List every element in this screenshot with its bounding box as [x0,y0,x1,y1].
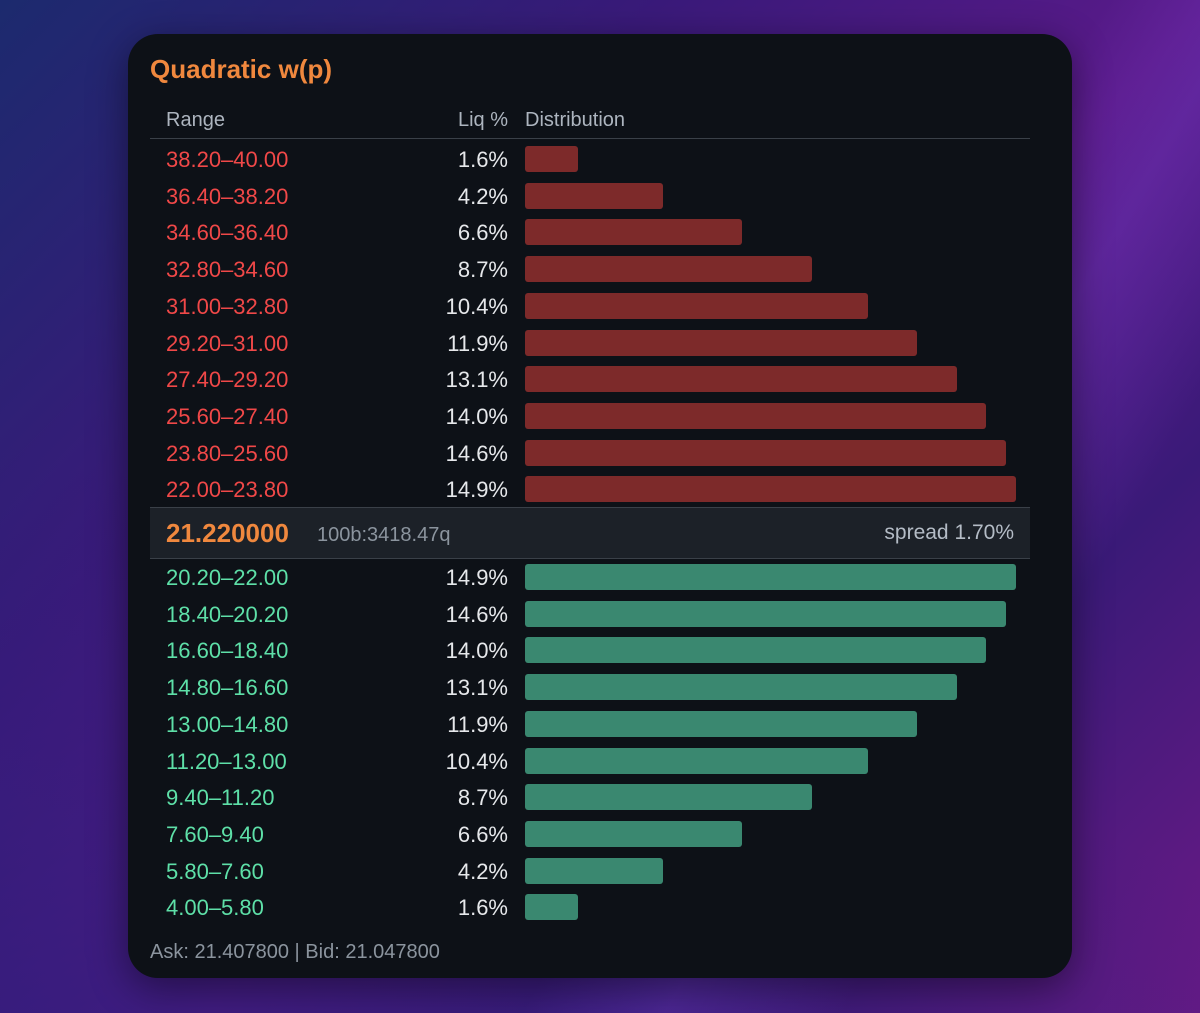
bid-range-label: 7.60–9.40 [166,821,264,847]
ask-row: 22.00–23.80 14.9% [128,472,1072,508]
ask-liq-percent: 11.9% [447,330,508,356]
ask-range-label: 34.60–36.40 [166,220,289,246]
spread-label: spread 1.70% [884,521,1014,544]
ask-distribution-bar [525,366,957,393]
ask-row: 27.40–29.20 13.1% [128,362,1072,398]
bid-range-label: 18.40–20.20 [166,601,289,627]
bid-range-label: 5.80–7.60 [166,858,264,884]
ask-range-label: 31.00–32.80 [166,293,289,319]
mid-price-row: 21.220000 100b:3418.47q spread 1.70% [150,507,1030,559]
ask-bid-footer: Ask: 21.407800 | Bid: 21.047800 [150,941,440,963]
bid-range-label: 11.20–13.00 [166,748,287,774]
header-range: Range [166,109,225,131]
bid-liq-percent: 1.6% [457,895,508,921]
ask-range-label: 22.00–23.80 [166,477,289,503]
ask-range-label: 27.40–29.20 [166,367,289,393]
ask-liq-percent: 8.7% [457,257,508,283]
header-distribution: Distribution [525,109,626,131]
ask-range-label: 29.20–31.00 [166,330,289,356]
bid-distribution-bar [525,637,986,664]
bid-row: 16.60–18.40 14.0% [128,633,1072,669]
bid-range-label: 4.00–5.80 [166,895,264,921]
ask-liq-percent: 14.9% [445,477,508,503]
ask-row: 29.20–31.00 11.9% [128,326,1072,362]
ask-range-label: 38.20–40.00 [166,147,289,172]
ask-distribution-bar [525,146,578,172]
bid-liq-percent: 11.9% [447,711,508,737]
bid-row: 18.40–20.20 14.6% [128,597,1072,633]
bid-distribution-bar [525,857,663,884]
bid-liq-percent: 8.7% [457,785,508,811]
bid-row: 14.80–16.60 13.1% [128,670,1072,706]
ask-distribution-bar [525,182,663,209]
header-liq-percent: Liq % [457,109,508,131]
bid-liq-percent: 13.1% [445,675,508,701]
bid-liq-percent: 10.4% [445,748,508,774]
bid-liq-percent: 14.9% [445,565,508,590]
ask-liq-percent: 14.6% [445,440,508,466]
bid-distribution-bar [525,710,917,737]
bid-row: 9.40–11.20 8.7% [128,780,1072,816]
bid-distribution-bar [525,600,1006,627]
ask-liq-percent: 6.6% [457,220,508,246]
ask-row: 34.60–36.40 6.6% [128,215,1072,251]
ask-liq-percent: 13.1% [445,367,508,393]
bid-distribution-bar [525,564,1016,590]
ask-row: 36.40–38.20 4.2% [128,179,1072,215]
bid-row: 7.60–9.40 6.6% [128,817,1072,853]
ask-distribution-bar [525,476,1016,503]
ask-row: 25.60–27.40 14.0% [128,399,1072,435]
bid-liq-percent: 6.6% [457,821,508,847]
pool-reserves: 100b:3418.47q [317,524,451,546]
ask-distribution-bar [525,329,917,356]
ask-row: 31.00–32.80 10.4% [128,289,1072,325]
bid-range-label: 9.40–11.20 [166,785,275,811]
bid-range-label: 14.80–16.60 [166,675,289,701]
bid-range-label: 20.20–22.00 [166,565,289,590]
bid-distribution-bar [525,747,868,774]
bid-distribution-bar [525,784,812,811]
ask-distribution-bar [525,402,986,429]
bid-row: 4.00–5.80 1.6% [128,890,1072,926]
mid-price: 21.220000 [166,518,289,548]
bid-distribution-bar [525,674,957,701]
bid-distribution-bar [525,820,742,847]
ask-liq-percent: 4.2% [457,183,508,209]
bid-row: 5.80–7.60 4.2% [128,854,1072,890]
ask-row: 32.80–34.60 8.7% [128,252,1072,288]
ask-row: 38.20–40.00 1.6% [128,142,1072,178]
ask-range-label: 23.80–25.60 [166,440,289,466]
bid-liq-percent: 4.2% [457,858,508,884]
bid-liq-percent: 14.6% [445,601,508,627]
bid-range-label: 13.00–14.80 [166,711,289,737]
ask-distribution-bar [525,292,868,319]
ask-distribution-bar [525,219,742,246]
ask-range-label: 32.80–34.60 [166,257,289,283]
header-divider [150,138,1030,139]
liquidity-panel: Quadratic w(p) Range Liq % Distribution … [128,34,1072,978]
bid-row: 20.20–22.00 14.9% [128,560,1072,596]
ask-range-label: 25.60–27.40 [166,403,289,429]
ask-row: 23.80–25.60 14.6% [128,436,1072,472]
bid-row: 13.00–14.80 11.9% [128,707,1072,743]
ask-range-label: 36.40–38.20 [166,183,289,209]
bid-range-label: 16.60–18.40 [166,638,289,664]
ask-liq-percent: 1.6% [457,147,508,172]
panel-title: Quadratic w(p) [150,54,333,84]
ask-liq-percent: 14.0% [445,403,508,429]
ask-distribution-bar [525,439,1006,466]
ask-distribution-bar [525,256,812,283]
bid-liq-percent: 14.0% [445,638,508,664]
ask-liq-percent: 10.4% [445,293,508,319]
bid-row: 11.20–13.00 10.4% [128,744,1072,780]
bid-distribution-bar [525,894,578,921]
